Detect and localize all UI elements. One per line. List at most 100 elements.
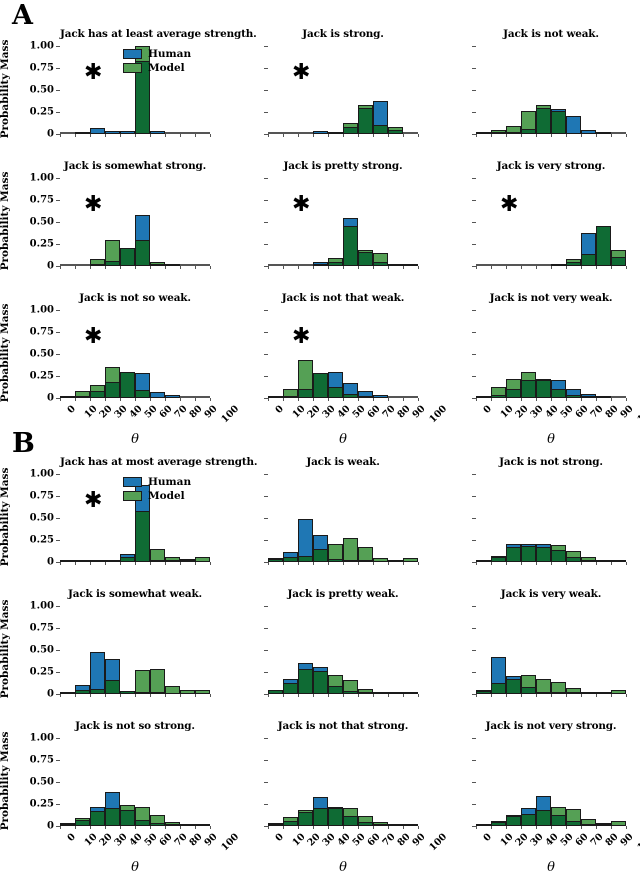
y-tick-label: 0 — [47, 392, 54, 404]
x-tick-mark — [105, 562, 106, 565]
bar-human — [581, 129, 596, 134]
y-tick-mark — [56, 628, 60, 629]
panel-b33: Jack is not very strong. 0 10 20 30 40 50 60 70 8… — [418, 720, 640, 875]
x-tick-mark — [180, 562, 181, 565]
bar-overlap — [135, 240, 150, 266]
bar-overlap — [388, 824, 403, 826]
y-tick-label: 0.50 — [29, 644, 54, 656]
bar-overlap — [150, 560, 165, 562]
panel-title: Jack is very weak. — [500, 588, 602, 600]
x-tick-mark — [596, 134, 597, 137]
y-tick-label: 0.50 — [29, 348, 54, 360]
x-tick-mark — [60, 266, 61, 269]
legend-label: Model — [148, 490, 185, 502]
panel-b21: Jack is somewhat weak. 0 0.25 0.50 0.75 1.00 — [2, 588, 211, 736]
bar-overlap — [581, 396, 596, 398]
bar-overlap — [343, 560, 358, 562]
x-tick-mark — [506, 134, 507, 137]
bar-overlap — [313, 548, 328, 562]
legend: Human Model — [123, 48, 191, 76]
panel-title: Jack is weak. — [306, 456, 380, 468]
y-tick-mark — [56, 672, 60, 673]
x-tick-label: 0 — [65, 403, 78, 416]
x-tick-mark — [328, 826, 329, 829]
bar-human — [596, 132, 611, 134]
y-tick-mark — [472, 518, 476, 519]
bar-overlap — [90, 688, 105, 694]
y-tick-mark — [472, 200, 476, 201]
x-tick-label: 100 — [635, 831, 640, 854]
bar-model — [195, 689, 210, 694]
bar-model — [373, 692, 388, 694]
y-tick-mark — [264, 376, 268, 377]
x-tick-mark — [60, 134, 61, 137]
bar-overlap — [313, 671, 328, 694]
x-tick-mark — [298, 826, 299, 829]
x-tick-mark — [210, 134, 211, 137]
y-tick-mark — [56, 650, 60, 651]
y-tick-mark — [472, 332, 476, 333]
panel-b22: Jack is pretty weak. — [210, 588, 419, 736]
x-tick-mark — [566, 694, 567, 697]
y-tick-mark — [56, 310, 60, 311]
y-tick-mark — [264, 112, 268, 113]
x-tick-mark — [283, 562, 284, 565]
bar-model — [403, 264, 418, 266]
bar-overlap — [551, 549, 566, 562]
panel-a11: Jack has at least average strength. 0 0.25… — [2, 28, 257, 176]
bar-overlap — [60, 692, 75, 694]
bar-overlap — [283, 396, 298, 398]
x-tick-mark — [491, 694, 492, 697]
panel-title: Jack is not strong. — [499, 456, 603, 468]
y-tick-label: 0.25 — [29, 238, 54, 250]
bar-overlap — [566, 820, 581, 826]
x-tick-mark — [566, 826, 567, 829]
panel-a32: Jack is not that weak. ✱ 0 10 20 30 40 50 60 70 80… — [210, 292, 449, 447]
bar-overlap — [596, 824, 611, 826]
x-tick-mark — [150, 694, 151, 697]
x-tick-mark — [195, 398, 196, 401]
x-tick-mark — [626, 694, 627, 697]
bar-overlap — [105, 382, 120, 398]
y-tick-label: 0.75 — [29, 490, 54, 502]
y-tick-label: 0.75 — [29, 194, 54, 206]
y-tick-mark — [264, 650, 268, 651]
legend-swatch-model-icon — [123, 63, 142, 73]
x-tick-mark — [373, 134, 374, 137]
x-tick-mark — [105, 398, 106, 401]
y-tick-label: 1.00 — [29, 172, 54, 184]
bar-overlap — [566, 556, 581, 562]
bar-model — [403, 692, 418, 694]
bar-model — [373, 558, 388, 562]
x-tick-mark — [626, 562, 627, 565]
bar-overlap — [90, 390, 105, 398]
x-tick-mark — [611, 398, 612, 401]
bar-overlap — [180, 560, 195, 562]
x-tick-mark — [476, 694, 477, 697]
y-tick-label: 1.00 — [29, 732, 54, 744]
x-tick-mark — [210, 266, 211, 269]
x-tick-mark — [418, 826, 419, 829]
y-tick-mark — [264, 562, 268, 563]
bar-overlap — [135, 510, 150, 562]
bar-overlap — [521, 546, 536, 562]
bar-overlap — [313, 373, 328, 398]
x-tick-mark — [611, 266, 612, 269]
x-tick-mark — [343, 134, 344, 137]
bar-overlap — [105, 560, 120, 562]
bar-human — [90, 127, 105, 134]
x-tick-mark — [135, 826, 136, 829]
plot-area — [472, 46, 627, 137]
bar-overlap — [343, 226, 358, 266]
x-tick-mark — [521, 562, 522, 565]
x-tick-mark — [596, 826, 597, 829]
y-tick-label: 0.50 — [29, 216, 54, 228]
x-axis-title: θ — [547, 860, 555, 875]
x-tick-mark — [581, 398, 582, 401]
y-tick-mark — [472, 46, 476, 47]
y-axis-title: Probability Mass — [0, 171, 11, 271]
plot-area: 0 0.25 0.50 0.75 1.00 ✱ Human Model — [30, 469, 211, 568]
bar-overlap — [373, 125, 388, 134]
x-tick-mark — [418, 266, 419, 269]
x-tick-mark — [476, 266, 477, 269]
